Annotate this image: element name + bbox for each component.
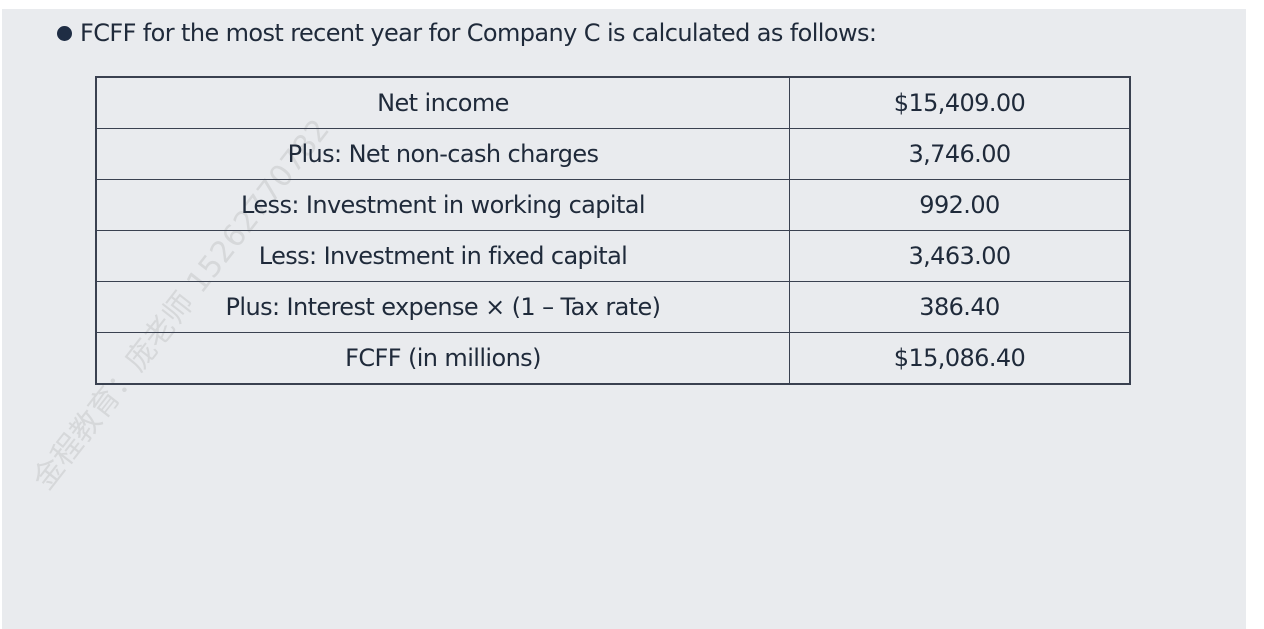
row-label: FCFF (in millions) <box>95 332 790 385</box>
row-value: 992.00 <box>789 179 1131 231</box>
table-row: Plus: Net non-cash charges 3,746.00 <box>95 128 1131 180</box>
row-label: Less: Investment in working capital <box>95 179 790 231</box>
row-value: $15,409.00 <box>789 76 1131 129</box>
table-row: Less: Investment in fixed capital 3,463.0… <box>95 230 1131 282</box>
row-label: Less: Investment in fixed capital <box>95 230 790 282</box>
row-value: 3,746.00 <box>789 128 1131 180</box>
row-value: 386.40 <box>789 281 1131 333</box>
bullet-icon <box>57 25 72 41</box>
table-row: Less: Investment in working capital 992.0… <box>95 179 1131 231</box>
bullet-heading: FCFF for the most recent year for Compan… <box>57 19 877 47</box>
row-value: 3,463.00 <box>789 230 1131 282</box>
row-label: Plus: Interest expense × (1 – Tax rate) <box>95 281 790 333</box>
row-value: $15,086.40 <box>789 332 1131 385</box>
table-row-total: FCFF (in millions) $15,086.40 <box>95 332 1131 385</box>
table-row: Plus: Interest expense × (1 – Tax rate) 3… <box>95 281 1131 333</box>
row-label: Plus: Net non-cash charges <box>95 128 790 180</box>
table-row: Net income $15,409.00 <box>95 76 1131 129</box>
row-label: Net income <box>95 76 790 129</box>
fcff-table: Net income $15,409.00 Plus: Net non-cash … <box>95 76 1131 385</box>
heading-text: FCFF for the most recent year for Compan… <box>80 19 877 47</box>
